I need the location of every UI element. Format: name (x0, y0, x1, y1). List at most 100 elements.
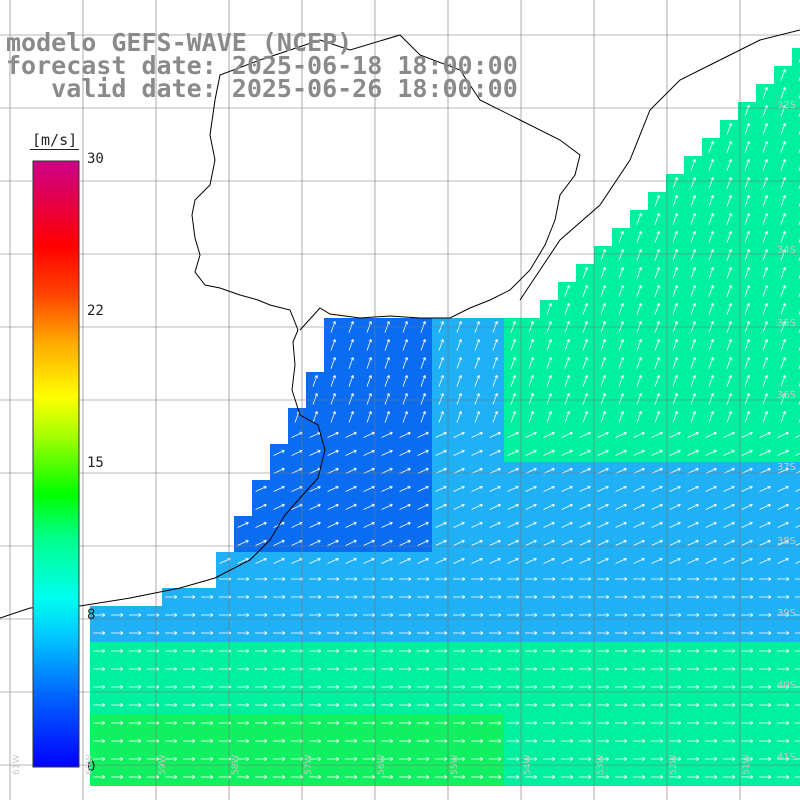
wind-vector (525, 431, 537, 438)
wind-vector (435, 467, 447, 474)
wind-vector (417, 667, 430, 671)
wind-vector (327, 595, 340, 599)
wind-vector (438, 393, 445, 405)
wind-vector (546, 303, 553, 315)
longitude-label: 60W (85, 754, 95, 775)
wind-vector (399, 449, 411, 456)
wind-vector (687, 503, 699, 510)
wind-vector (417, 739, 430, 743)
wind-vector (669, 449, 681, 456)
wind-vector (471, 557, 483, 564)
wind-vector (651, 721, 664, 725)
wind-vector (93, 721, 106, 725)
wind-vector (687, 539, 699, 546)
wind-vector (471, 503, 483, 510)
wind-vector (237, 595, 250, 599)
wind-vector (705, 667, 718, 671)
wind-vector (255, 557, 267, 564)
wind-vector (705, 739, 718, 743)
ocean-cell (792, 480, 800, 498)
wind-vector (402, 375, 409, 387)
wind-vector (309, 539, 321, 546)
wind-vector (600, 411, 607, 423)
wind-vector (582, 357, 589, 369)
wind-vector (636, 249, 643, 261)
wind-vector (165, 595, 178, 599)
wind-vector (615, 631, 628, 635)
wind-vector (618, 339, 625, 351)
wind-vector (708, 339, 715, 351)
wind-vector (744, 177, 751, 189)
wind-vector (600, 267, 607, 279)
wind-vector (435, 521, 447, 528)
wind-vector (453, 539, 465, 546)
wind-vector (237, 667, 250, 671)
wind-vector (273, 449, 285, 456)
wind-vector (543, 739, 556, 743)
wind-vector (453, 685, 466, 689)
wind-vector (582, 393, 589, 405)
coastline (0, 34, 581, 619)
wind-vector (579, 431, 591, 438)
wind-vector (741, 577, 754, 581)
wind-vector (759, 467, 771, 474)
wind-vector (525, 595, 538, 599)
wind-vector (255, 703, 268, 707)
wind-vector (525, 667, 538, 671)
wind-vector (759, 703, 772, 707)
wind-vector (402, 393, 409, 405)
wind-vector (780, 375, 787, 387)
wind-vector (507, 703, 520, 707)
wind-vector (507, 539, 519, 546)
wind-vector (327, 539, 339, 546)
wind-vector (741, 539, 753, 546)
wind-vector (417, 649, 430, 653)
wind-vector (381, 721, 394, 725)
wind-vector (723, 685, 736, 689)
wind-vector (363, 485, 375, 492)
wind-vector (705, 539, 717, 546)
wind-vector (723, 557, 735, 564)
wind-vector (672, 339, 679, 351)
wind-vector (492, 393, 499, 405)
ocean-cell (792, 102, 800, 120)
wind-vector (399, 613, 412, 617)
wind-vector (435, 757, 448, 761)
wind-vector (363, 595, 376, 599)
wind-vector (528, 357, 535, 369)
wind-vector (345, 557, 357, 564)
wind-vector (762, 249, 769, 261)
wind-vector (615, 521, 627, 528)
wind-vector (201, 649, 214, 653)
wind-vector (579, 539, 591, 546)
wind-vector (348, 393, 355, 405)
wind-vector (597, 577, 610, 581)
wind-vector (690, 411, 697, 423)
wind-vector (633, 703, 646, 707)
wind-vector (669, 739, 682, 743)
wind-vector (255, 521, 267, 528)
wind-vector (777, 685, 790, 689)
ocean-cell (792, 228, 800, 246)
wind-vector (525, 613, 538, 617)
wind-vector (255, 613, 268, 617)
wind-vector (564, 339, 571, 351)
wind-vector (795, 632, 800, 634)
latitude-label: 32S (776, 100, 796, 111)
wind-vector (780, 231, 787, 243)
wind-vector (561, 503, 573, 510)
wind-vector (507, 613, 520, 617)
wind-vector (564, 303, 571, 315)
wind-vector (705, 595, 718, 599)
wind-vector (726, 267, 733, 279)
wind-vector (687, 467, 699, 474)
wind-vector (435, 775, 448, 779)
wind-vector (759, 649, 772, 653)
wind-vector (309, 503, 321, 510)
wind-vector (795, 489, 800, 492)
wind-vector (780, 195, 787, 207)
wind-vector (687, 757, 700, 761)
wind-vector (780, 303, 787, 315)
wind-vector (669, 703, 682, 707)
wind-vector (561, 595, 574, 599)
